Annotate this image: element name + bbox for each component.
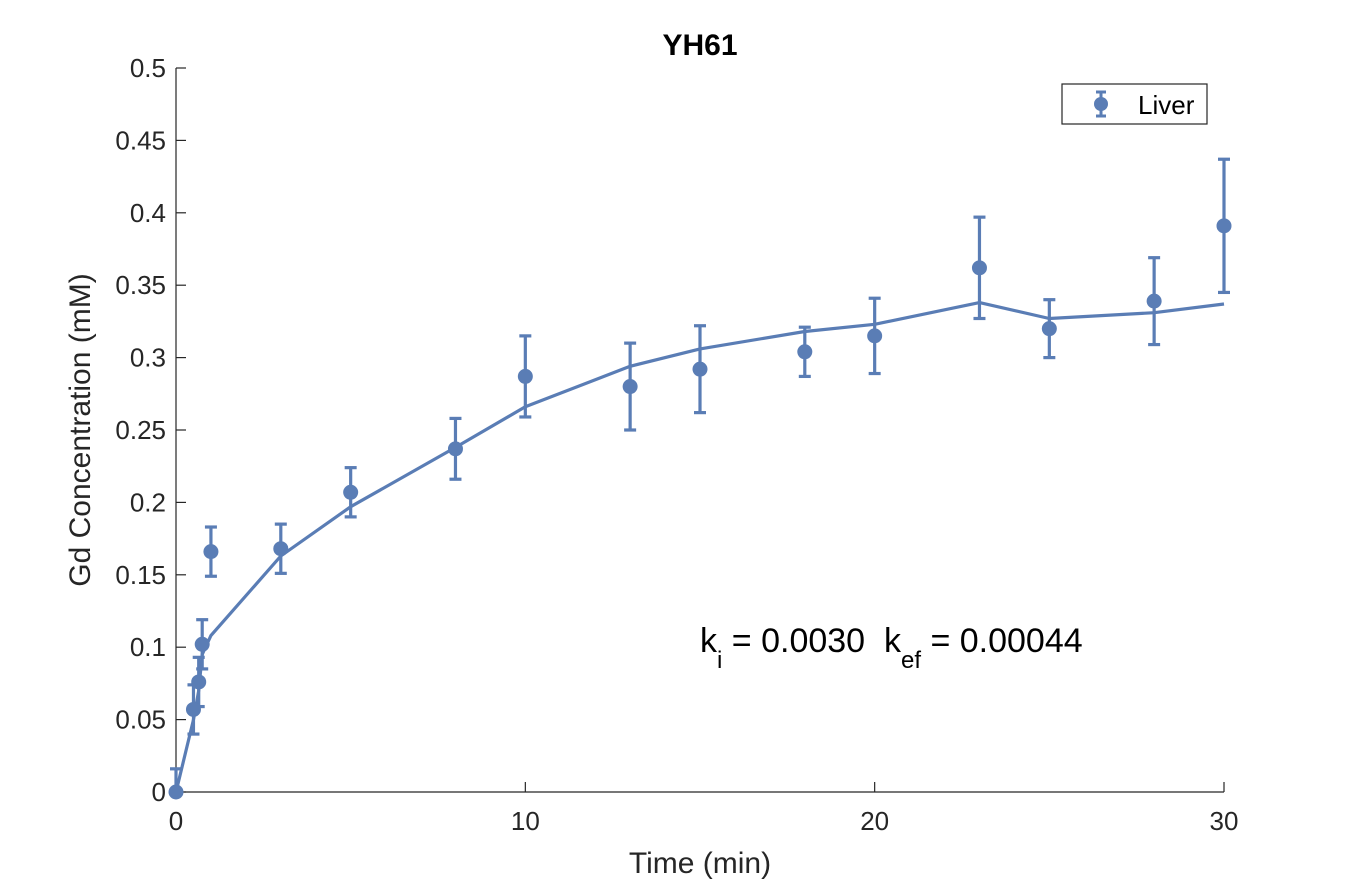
ki-value: = 0.0030 [722,622,884,660]
x-axis-title: Time (min) [629,847,771,880]
data-point [1041,321,1057,337]
y-tick-label: 0 [152,777,166,807]
y-tick-label: 0.15 [115,560,166,590]
data-point [797,344,813,360]
y-tick-label: 0.4 [130,198,166,228]
data-point [191,674,207,690]
marker-layer [168,218,1232,800]
data-point [1216,218,1232,234]
data-point [203,544,219,560]
y-tick-label: 0.35 [115,270,166,300]
x-tick-label: 0 [169,806,183,836]
y-tick-label: 0.05 [115,705,166,735]
rate-constant-annotation: ki = 0.0030 kef = 0.00044 [700,622,1083,674]
errorbar-layer [170,157,1230,792]
data-point [447,441,463,457]
data-point [867,328,883,344]
kef-subscript: ef [901,647,921,674]
y-tick-label: 0.45 [115,125,166,155]
kef-value: = 0.00044 [921,622,1083,660]
data-point [185,701,201,717]
data-point [194,636,210,652]
y-tick-label: 0.5 [130,53,166,83]
axes [175,68,1224,793]
data-point [517,368,533,384]
data-point [168,784,184,800]
ki-subscript: i [717,647,722,674]
y-tick-label: 0.1 [130,632,166,662]
ki-symbol: k [700,622,718,660]
data-point [1146,293,1162,309]
data-point [343,484,359,500]
y-axis-title: Gd Concentration (mM) [64,273,97,586]
y-tick-label: 0.25 [115,415,166,445]
data-point [971,260,987,276]
legend-box [1061,83,1208,125]
legend: Liver [1061,83,1208,125]
ticks: 0 0.05 0.1 0.15 0.2 0.25 0.3 0.35 0.4 0.45 0.5 0 10 2… [115,53,1238,836]
data-point [273,541,289,557]
legend-marker-icon [1094,90,1108,118]
data-point [692,361,708,377]
x-tick-label: 20 [860,806,889,836]
chart-title: YH61 [662,29,737,62]
legend-marker [1094,97,1108,111]
y-tick-label: 0.2 [130,487,166,517]
x-tick-label: 10 [511,806,540,836]
data-point [622,379,638,395]
kef-symbol: k [884,622,902,660]
legend-label-liver: Liver [1138,90,1195,120]
x-tick-label: 30 [1210,806,1239,836]
y-tick-label: 0.3 [130,343,166,373]
